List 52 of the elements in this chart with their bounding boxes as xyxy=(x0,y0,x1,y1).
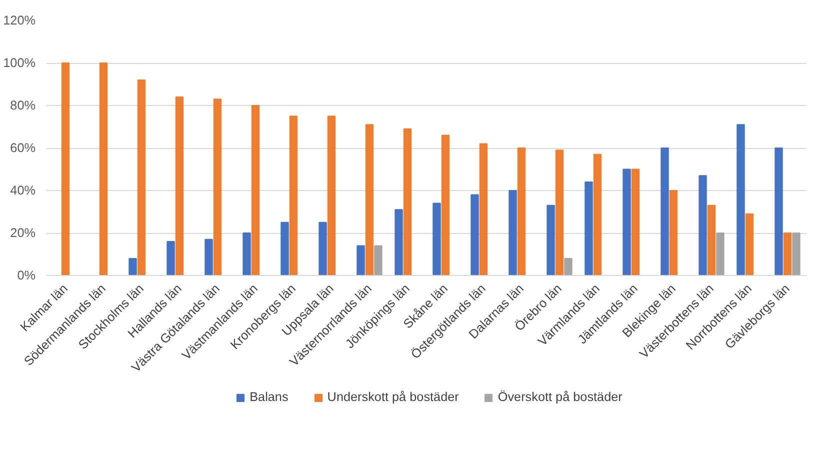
bar xyxy=(137,80,146,276)
legend-label: Balans xyxy=(250,390,288,404)
bar xyxy=(327,116,336,276)
bar xyxy=(555,150,564,276)
bar xyxy=(289,116,298,276)
bar xyxy=(204,238,213,276)
bar xyxy=(61,62,70,276)
bar xyxy=(622,168,631,276)
y-tick-label: 60% xyxy=(10,141,36,155)
bar xyxy=(736,124,745,276)
bar xyxy=(593,154,602,276)
bar xyxy=(128,258,137,276)
bar xyxy=(166,241,175,276)
bar xyxy=(280,222,289,276)
bar xyxy=(792,232,800,276)
y-tick-label: 20% xyxy=(10,226,36,240)
bar xyxy=(470,194,479,276)
bar xyxy=(175,96,184,276)
bar xyxy=(213,98,222,276)
bar xyxy=(631,168,640,276)
legend-label: Underskott på bostäder xyxy=(327,390,459,404)
bar xyxy=(356,245,365,276)
bar xyxy=(318,222,327,276)
bar xyxy=(441,134,450,276)
bar xyxy=(564,258,572,276)
bar xyxy=(783,232,792,276)
bar xyxy=(546,204,555,276)
bar xyxy=(584,182,593,276)
bar xyxy=(707,204,716,276)
y-tick-label: 40% xyxy=(10,184,36,198)
bar xyxy=(660,148,669,276)
bar xyxy=(365,124,374,276)
legend-label: Överskott på bostäder xyxy=(498,390,622,404)
bar xyxy=(508,190,517,276)
y-tick-label: 0% xyxy=(17,268,36,282)
y-tick-label: 100% xyxy=(3,56,36,70)
bar xyxy=(403,128,412,276)
y-tick-label: 80% xyxy=(10,98,36,112)
bar xyxy=(394,209,403,276)
bar xyxy=(99,62,108,276)
bar xyxy=(251,105,260,276)
bar xyxy=(774,148,783,276)
bar xyxy=(716,232,724,276)
bar xyxy=(432,202,441,276)
y-tick-label: 120% xyxy=(3,14,36,28)
bar xyxy=(479,143,488,276)
bar xyxy=(745,213,754,276)
bar xyxy=(374,245,382,276)
bar xyxy=(669,190,678,276)
bar xyxy=(242,232,251,276)
bar xyxy=(698,175,707,276)
bar xyxy=(517,148,526,276)
